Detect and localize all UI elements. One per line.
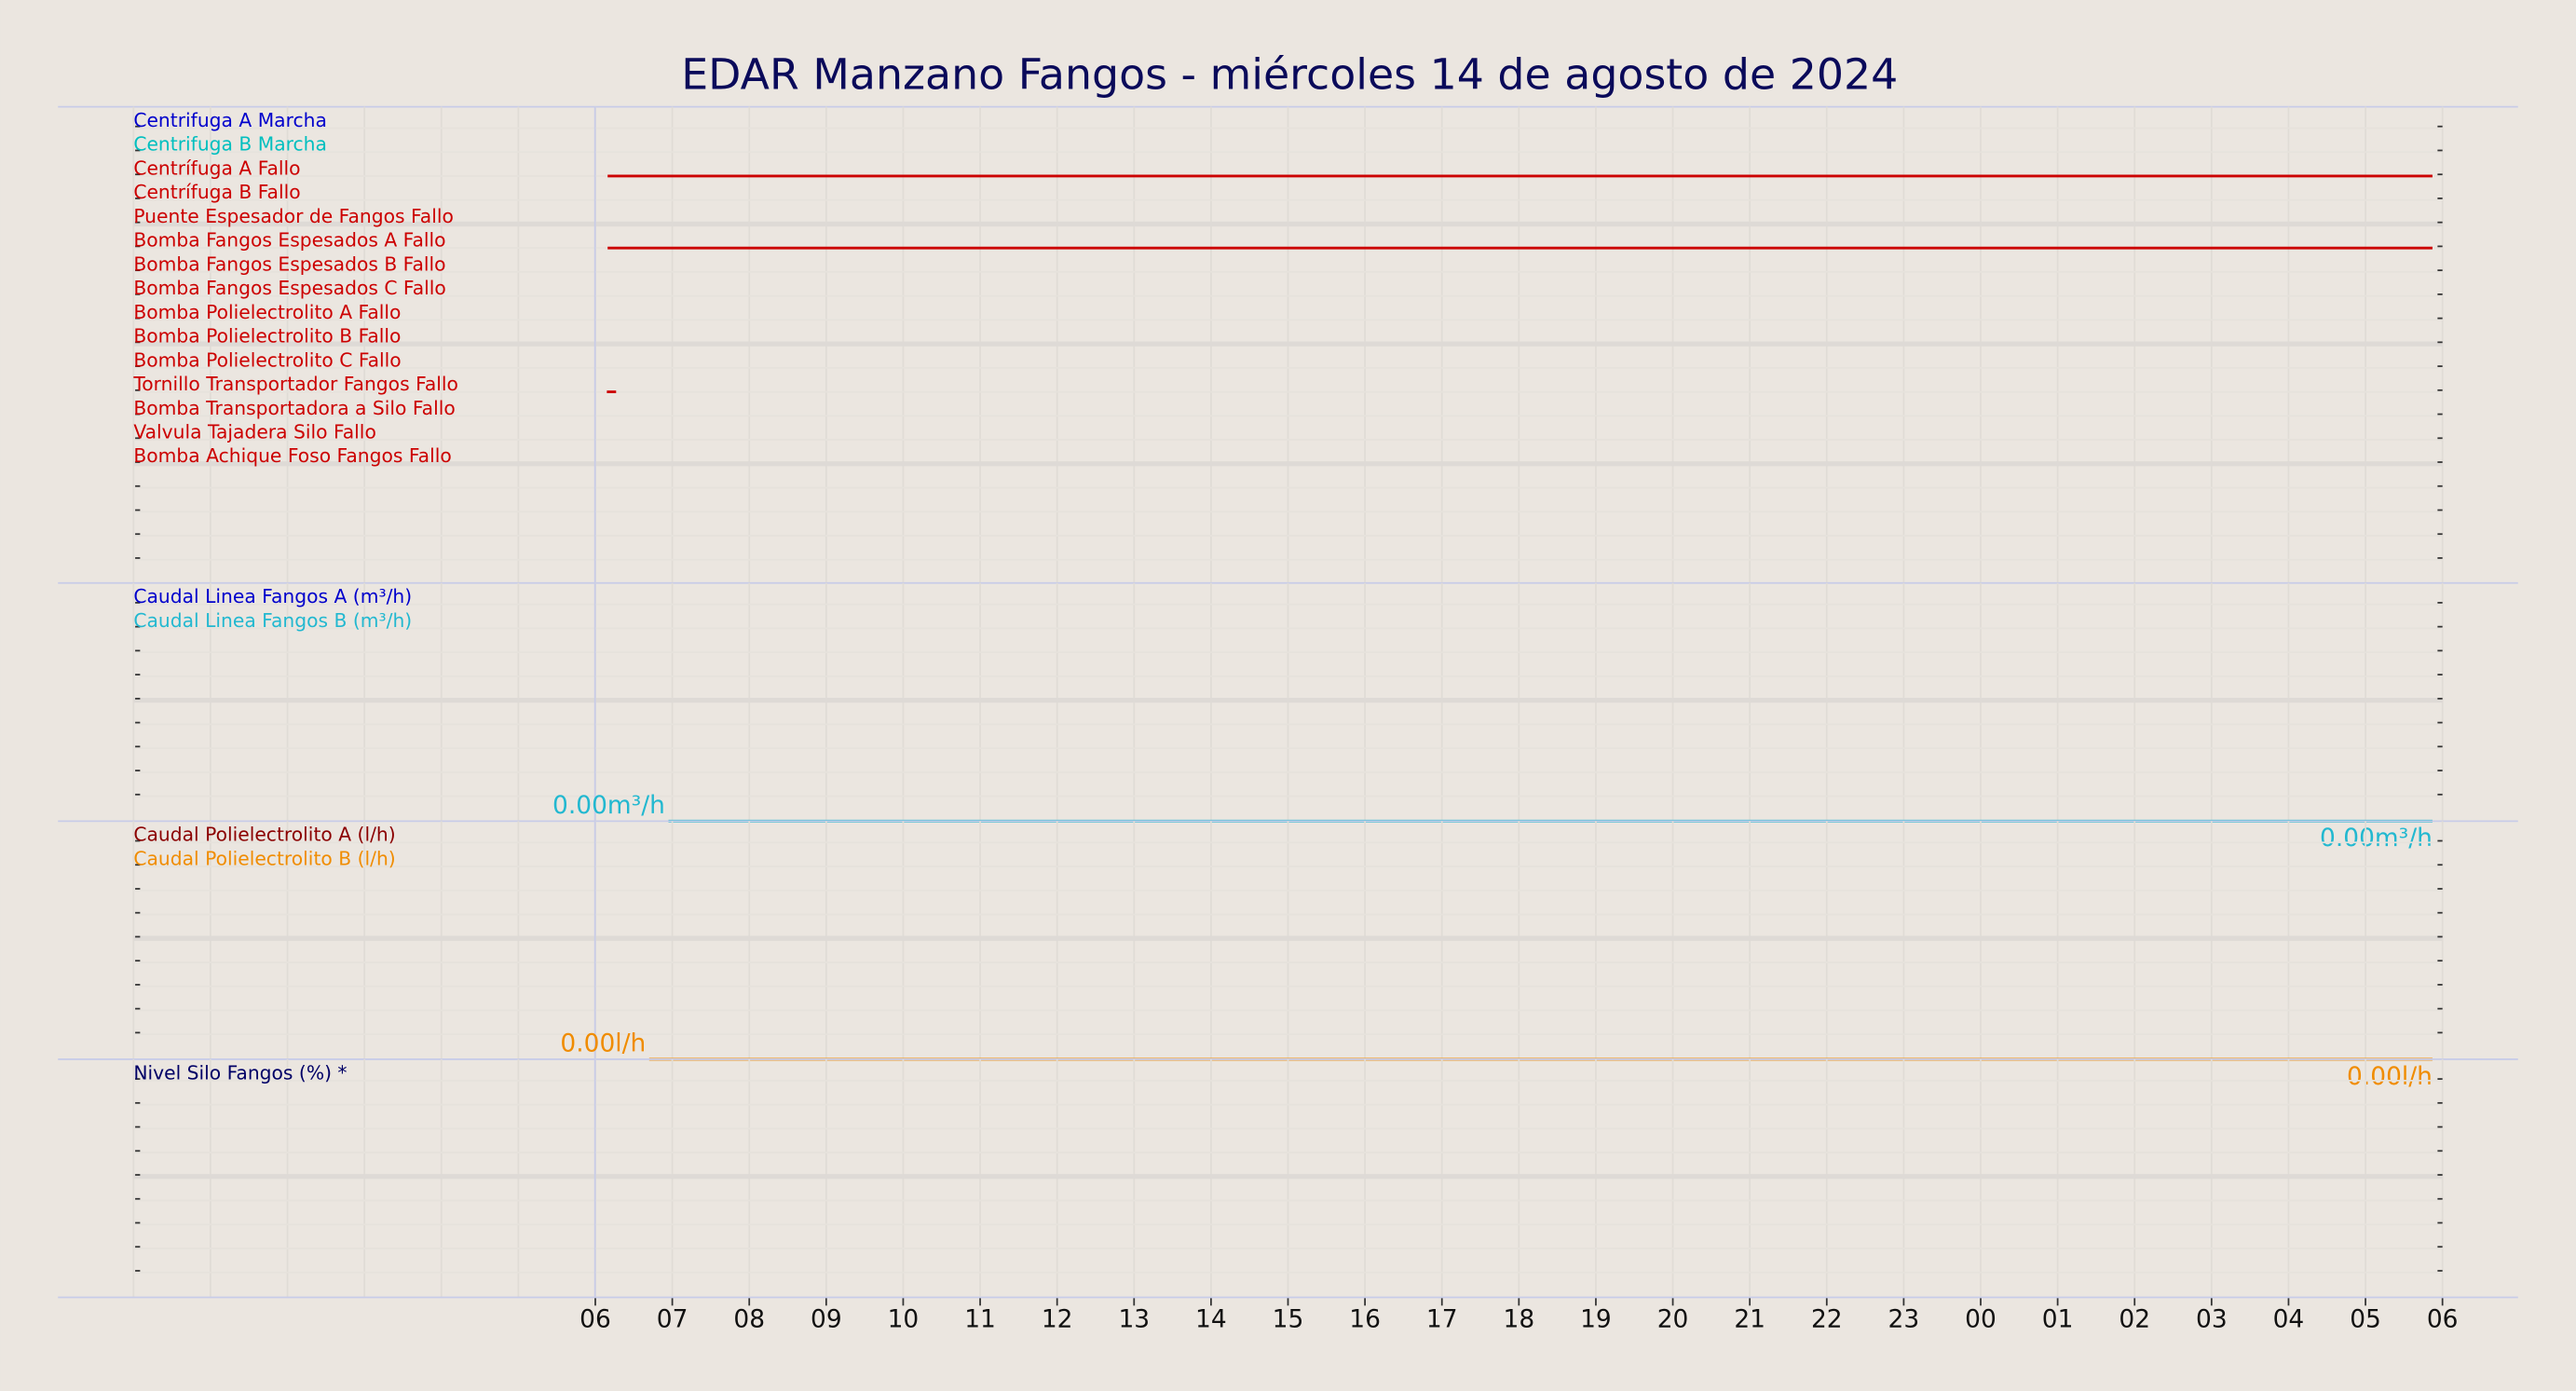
- legend-label: Bomba Polielectrolito C Fallo: [133, 348, 401, 371]
- x-tick-label: 17: [1426, 1305, 1458, 1334]
- x-tick-label: 02: [2119, 1305, 2150, 1334]
- legend-label: Bomba Fangos Espesados C Fallo: [133, 277, 446, 299]
- value-label: 0.00l/h: [560, 1030, 646, 1058]
- x-tick-label: 14: [1195, 1305, 1227, 1334]
- legend-label: Caudal Linea Fangos A (m³/h): [133, 585, 412, 607]
- x-tick-label: 23: [1888, 1305, 1920, 1334]
- x-tick-label: 20: [1657, 1305, 1689, 1334]
- x-tick-label: 05: [2350, 1305, 2381, 1334]
- x-tick-label: 13: [1118, 1305, 1150, 1334]
- legend-label: Bomba Polielectrolito A Fallo: [133, 301, 401, 323]
- legend-label: Bomba Transportadora a Silo Fallo: [133, 397, 455, 419]
- x-tick-label: 06: [579, 1305, 611, 1334]
- legend-label: Bomba Fangos Espesados A Fallo: [133, 229, 445, 252]
- legend-label: Bomba Achique Foso Fangos Fallo: [133, 444, 451, 467]
- legend-label: Caudal Polielectrolito A (l/h): [133, 824, 395, 846]
- legend-label: Caudal Polielectrolito B (l/h): [133, 847, 395, 869]
- legend-label: Bomba Polielectrolito B Fallo: [133, 325, 401, 348]
- x-tick-label: 10: [888, 1305, 920, 1334]
- x-tick-label: 07: [657, 1305, 688, 1334]
- value-label: 0.00m³/h: [552, 791, 665, 820]
- legend-label: Centrífuga A Fallo: [133, 157, 300, 179]
- legend-label: Centrifuga B Marcha: [133, 133, 327, 156]
- x-tick-label: 16: [1349, 1305, 1381, 1334]
- legend-label: Bomba Fangos Espesados B Fallo: [133, 252, 445, 275]
- x-tick-label: 22: [1811, 1305, 1843, 1334]
- value-label: 0.00l/h: [2347, 1062, 2433, 1091]
- legend-label: Puente Espesador de Fangos Fallo: [133, 205, 454, 227]
- x-tick-label: 03: [2196, 1305, 2228, 1334]
- x-tick-label: 06: [2427, 1305, 2459, 1334]
- legend-label: Centrífuga B Fallo: [133, 181, 300, 203]
- legend-label: Centrifuga A Marcha: [133, 109, 327, 131]
- x-tick-label: 09: [811, 1305, 842, 1334]
- x-tick-label: 15: [1273, 1305, 1304, 1334]
- x-tick-label: 04: [2273, 1305, 2305, 1334]
- x-tick-label: 12: [1042, 1305, 1073, 1334]
- x-tick-label: 18: [1504, 1305, 1535, 1334]
- x-tick-label: 01: [2042, 1305, 2074, 1334]
- legend-label: Caudal Linea Fangos B (m³/h): [133, 609, 412, 632]
- x-tick-label: 00: [1965, 1305, 1997, 1334]
- value-label: 0.00m³/h: [2320, 824, 2433, 852]
- x-tick-label: 21: [1734, 1305, 1765, 1334]
- x-tick-label: 19: [1580, 1305, 1612, 1334]
- x-tick-label: 11: [964, 1305, 996, 1334]
- chart-title: EDAR Manzano Fangos - miércoles 14 de ag…: [681, 48, 1898, 99]
- legend-label: Nivel Silo Fangos (%) *: [133, 1061, 347, 1084]
- legend-label: Valvula Tajadera Silo Fallo: [133, 420, 376, 443]
- legend-label: Tornillo Transportador Fangos Fallo: [132, 373, 458, 395]
- x-tick-label: 08: [733, 1305, 765, 1334]
